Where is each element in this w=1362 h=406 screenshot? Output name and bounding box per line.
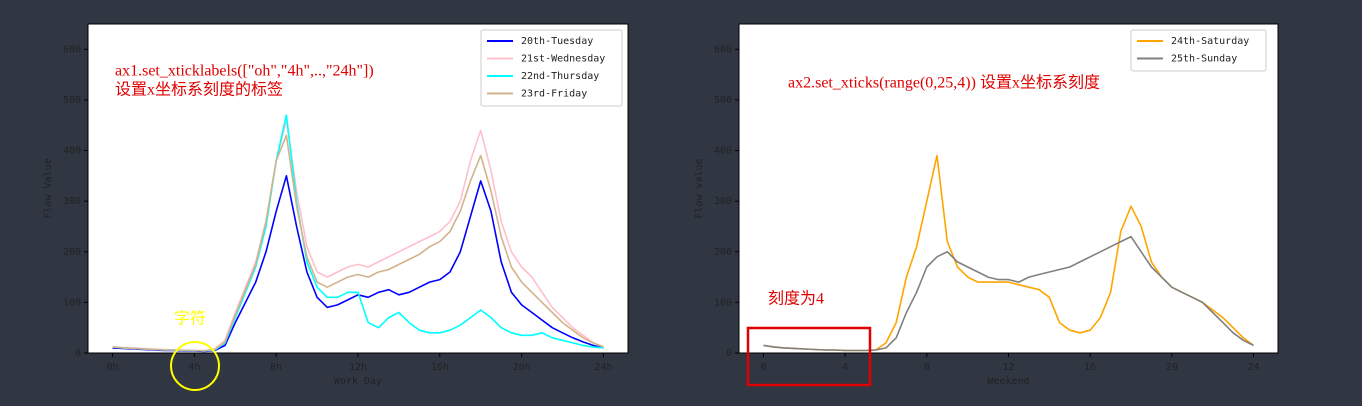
- y-tick-label: 300: [63, 196, 81, 207]
- x-tick-label: 20h: [513, 362, 531, 373]
- annotation: 字符: [174, 310, 206, 328]
- y-tick-label: 600: [63, 44, 81, 55]
- x-tick-label: 24h: [594, 362, 612, 373]
- x-tick-label: 8h: [270, 362, 282, 373]
- y-tick-label: 0: [726, 348, 732, 359]
- y-tick-label: 200: [63, 247, 81, 258]
- legend-label: 22nd-Thursday: [521, 71, 599, 82]
- y-axis-label: Flow value: [694, 158, 705, 218]
- y-tick-label: 600: [714, 44, 732, 55]
- y-tick-label: 200: [714, 247, 732, 258]
- legend-label: 21st-Wednesday: [521, 54, 605, 65]
- y-tick-label: 0: [75, 348, 81, 359]
- legend-label: 23rd-Friday: [521, 89, 587, 100]
- legend-box: [1130, 29, 1267, 72]
- annotation: 设置x坐标系刻度的标签: [115, 81, 283, 99]
- x-axis-label: Weekend: [987, 376, 1029, 387]
- legend-label: 20th-Tuesday: [521, 36, 593, 47]
- y-tick-label: 300: [714, 196, 732, 207]
- y-tick-label: 400: [63, 146, 81, 157]
- marks-layer: 0h 4h 8h 12h 16h 20h 24h0100200300400500600Wor…: [43, 29, 1267, 387]
- legend-label: 25th-Sunday: [1171, 54, 1237, 65]
- legend-box: [480, 29, 623, 107]
- series-line: [763, 235, 1254, 352]
- x-tick-label: 16h: [431, 362, 449, 373]
- x-tick-label: 0: [760, 362, 766, 373]
- legend-label: 24th-Saturday: [1171, 36, 1249, 47]
- y-tick-label: 100: [714, 297, 732, 308]
- annotation: 刻度为4: [768, 290, 824, 308]
- y-tick-label: 100: [63, 297, 81, 308]
- x-tick-label: 24: [1247, 362, 1259, 373]
- x-tick-label: 8: [924, 362, 930, 373]
- series-line: [112, 134, 604, 352]
- x-tick-label: 20: [1166, 362, 1178, 373]
- y-tick-label: 500: [63, 95, 81, 106]
- x-axis-label: Work Day: [334, 376, 382, 387]
- x-tick-label: 4: [842, 362, 848, 373]
- y-tick-label: 500: [714, 95, 732, 106]
- plot-area: [738, 23, 1279, 354]
- y-tick-label: 400: [714, 146, 732, 157]
- highlight-circle: [170, 341, 220, 391]
- highlight-box: [746, 326, 872, 387]
- x-tick-label: 4h: [188, 362, 200, 373]
- x-tick-label: 0h: [107, 362, 119, 373]
- annotation: ax2.set_xticks(range(0,25,4)) 设置x坐标系刻度: [788, 74, 1100, 92]
- y-axis-label: Flow Value: [43, 158, 54, 218]
- x-tick-label: 12h: [349, 362, 367, 373]
- x-tick-label: 16: [1084, 362, 1096, 373]
- annotation: ax1.set_xticklabels(["oh","4h",..,"24h"]…: [115, 63, 374, 80]
- x-tick-label: 12: [1002, 362, 1014, 373]
